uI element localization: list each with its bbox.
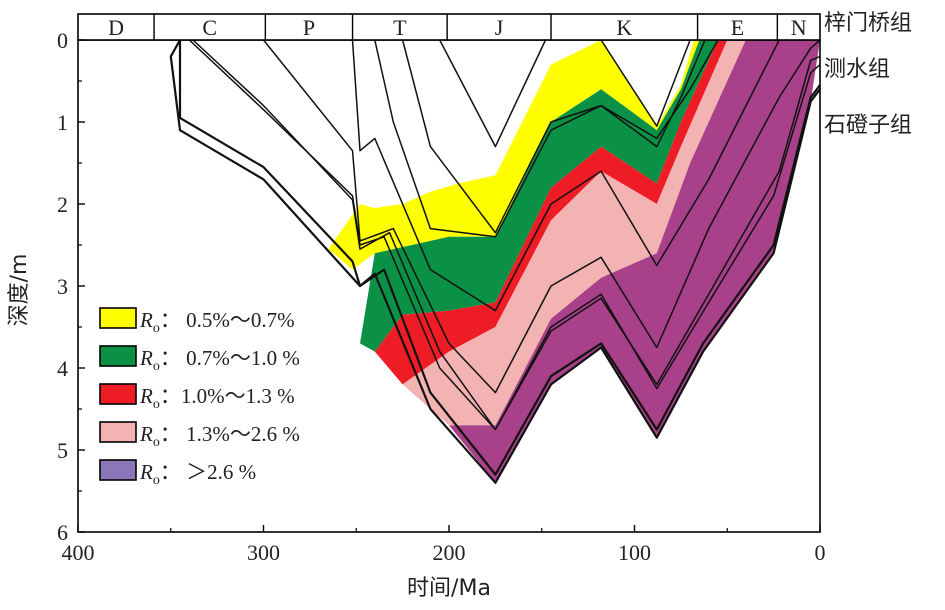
legend: Ro： 0.5%～0.7% Ro： 0.7%～1.0 % Ro：1.0%～1.3 %… — [99, 307, 300, 488]
maturity-zones — [328, 40, 820, 483]
legend-swatch-2 — [99, 345, 137, 367]
burial-curve-2 — [178, 40, 821, 476]
burial-curve-10 — [600, 39, 691, 127]
period-label-J: J — [495, 15, 504, 40]
period-label-K: K — [616, 15, 632, 40]
period-label-C: C — [202, 15, 217, 40]
x-axis: 400 300 200 100 0 — [62, 525, 826, 565]
maturity-zone-2 — [360, 40, 718, 352]
burial-curves — [169, 39, 821, 484]
y-axis-title: 深度/m — [7, 254, 32, 327]
y-axis: 0 1 2 3 4 5 6 — [57, 28, 85, 545]
maturity-zone-1 — [328, 40, 700, 270]
burial-curve-7 — [374, 39, 719, 238]
x-tick-label-100: 100 — [618, 540, 651, 565]
burial-curve-9 — [439, 39, 547, 148]
x-tick-label-0: 0 — [815, 540, 826, 565]
period-label-D: D — [108, 15, 124, 40]
legend-label-2: Ro： 0.7%～1.0 % — [139, 346, 300, 374]
burial-curve-5 — [262, 39, 821, 394]
y-tick-label-2: 2 — [57, 192, 68, 217]
legend-label-3: Ro：1.0%～1.3 % — [139, 384, 295, 412]
legend-label-1: Ro： 0.5%～0.7% — [139, 308, 295, 336]
period-label-T: T — [393, 15, 407, 40]
burial-curve-1 — [169, 39, 821, 484]
burial-curve-4 — [192, 39, 821, 431]
y-tick-label-4: 4 — [57, 356, 68, 381]
legend-swatch-5 — [99, 459, 137, 481]
x-tick-label-400: 400 — [62, 540, 95, 565]
period-label-N: N — [791, 15, 807, 40]
legend-label-5: Ro： ＞2.6 % — [139, 460, 256, 488]
x-tick-label-300: 300 — [247, 540, 280, 565]
y-tick-label-3: 3 — [57, 274, 68, 299]
x-tick-label-200: 200 — [433, 540, 466, 565]
maturity-zone-3 — [374, 40, 728, 385]
period-label-P: P — [303, 15, 315, 40]
formation-label-zimenqiao: 梓门桥组 — [824, 11, 912, 36]
formation-label-ceshui: 测水组 — [824, 57, 890, 82]
burial-curve-6 — [351, 39, 780, 312]
y-tick-label-1: 1 — [57, 110, 68, 135]
legend-swatch-4 — [99, 421, 137, 443]
maturity-zone-5 — [449, 40, 820, 483]
legend-swatch-3 — [99, 383, 137, 405]
legend-label-4: Ro： 1.3%～2.6 % — [139, 422, 300, 450]
period-label-E: E — [731, 15, 744, 40]
y-tick-label-6: 6 — [57, 520, 68, 545]
burial-curve-8 — [401, 39, 706, 234]
y-tick-label-0: 0 — [57, 28, 68, 53]
y-tick-label-5: 5 — [57, 438, 68, 463]
period-strip-frame — [77, 13, 821, 41]
legend-swatch-1 — [99, 307, 137, 329]
formation-label-shidengzi: 石磴子组 — [824, 113, 912, 138]
x-axis-title: 时间/Ma — [407, 576, 491, 601]
maturity-zone-4 — [402, 40, 746, 426]
